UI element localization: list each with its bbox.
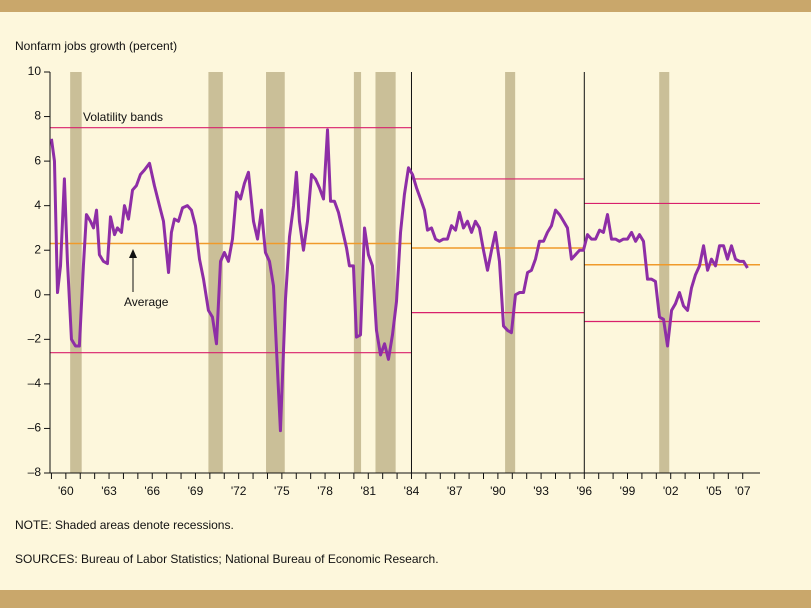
x-tick-label: '87 [447,484,463,498]
plot: –8 –6 –4 –2 0 2 4 6 8 10 '60 '63 '66 '69 '72 '75 '78 '81 '… [28,64,760,498]
x-tick-label: '75 [274,484,290,498]
y-tick-label: 6 [34,153,41,167]
recession-band [505,72,516,473]
x-tick-label: '72 [231,484,247,498]
axis-title: Nonfarm jobs growth (percent) [15,39,177,53]
x-tick-label: '07 [735,484,751,498]
y-tick-label: –8 [28,465,42,479]
x-tick-label: '66 [144,484,160,498]
x-tick-label: '84 [404,484,420,498]
x-tick-label: '96 [576,484,592,498]
note: NOTE: Shaded areas denote recessions. [15,518,234,532]
bands-annotation: Volatility bands [83,110,163,124]
top-bar [0,0,811,12]
arrow-head [129,249,137,258]
x-tick-label: '78 [317,484,333,498]
jobs-growth-line [49,128,749,433]
x-tick-label: '63 [101,484,117,498]
y-tick-label: 4 [34,198,41,212]
recession-band [70,72,82,473]
x-tick-label: '05 [706,484,722,498]
x-tick-label: '60 [58,484,74,498]
x-tick-label: '69 [188,484,204,498]
recession-band [659,72,670,473]
recession-band [353,72,362,473]
y-tick-label: 8 [34,109,41,123]
sources: SOURCES: Bureau of Labor Statistics; Nat… [15,552,439,566]
y-tick-label: 2 [34,242,41,256]
y-tick-label: –4 [28,376,42,390]
recession-band [266,72,285,473]
bottom-bar [0,590,811,608]
x-tick-label: '99 [620,484,636,498]
y-tick-label: –2 [28,332,42,346]
x-tick-label: '02 [663,484,679,498]
average-annotation: Average [124,295,169,309]
x-tick-label: '93 [533,484,549,498]
y-tick-label: 0 [34,287,41,301]
x-tick-label: '90 [490,484,506,498]
y-tick-label: –6 [28,421,42,435]
recession-band [375,72,396,473]
recession-band [208,72,223,473]
y-tick-label: 10 [28,64,42,78]
x-tick-label: '81 [360,484,376,498]
